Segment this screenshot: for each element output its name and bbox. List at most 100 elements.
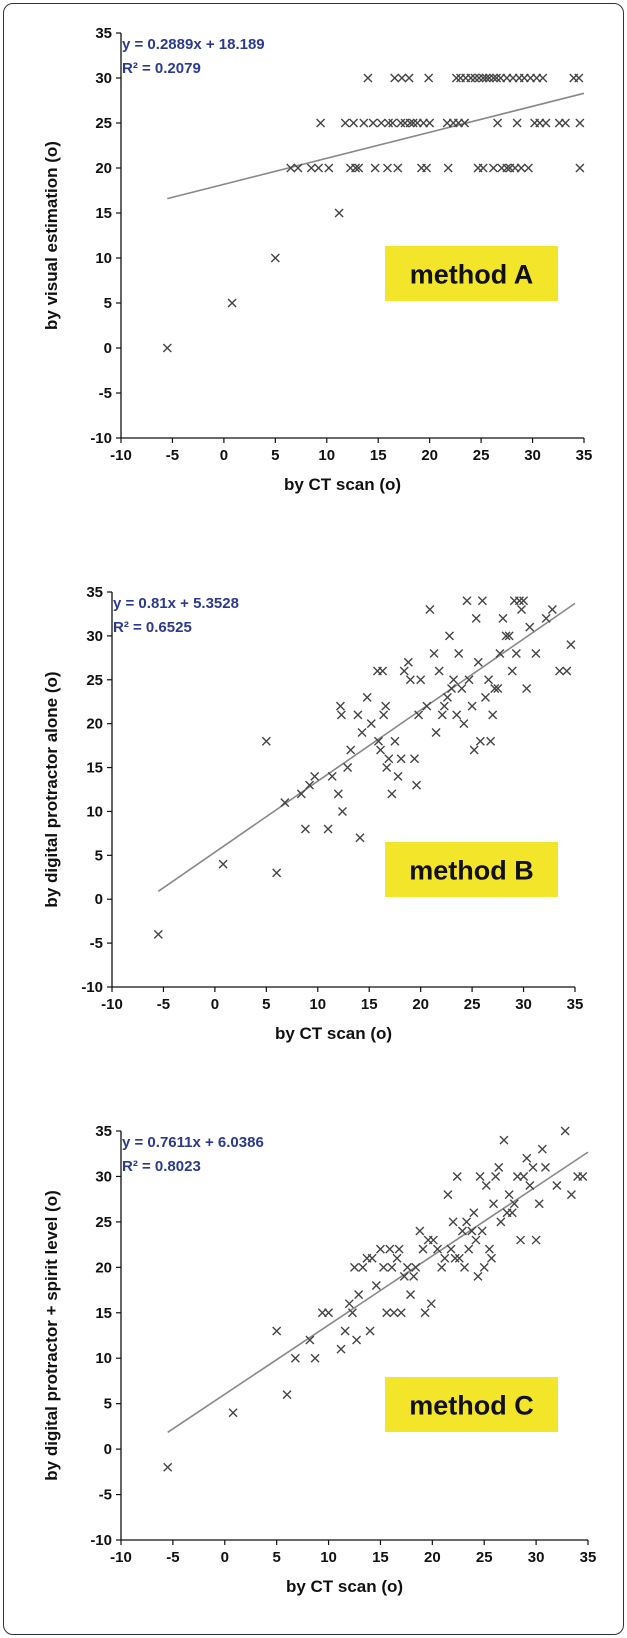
method-badge-label: method C [409,1391,534,1421]
chart-panel-c: -10 -5 0 5 10 15 20 25 30 35 -10 -5 0 5 10 15 20 25 30 35 by… [42,1123,596,1596]
x-tick-label: 10 [309,996,326,1013]
x-tick-label: 10 [320,1549,337,1566]
data-point [517,605,526,615]
data-point [394,1244,404,1254]
x-tick-label: 20 [424,1549,441,1566]
data-point [340,1326,350,1336]
data-point [305,780,315,790]
data-point [457,1226,467,1236]
data-point [393,771,403,781]
y-tick-label: -10 [90,430,112,447]
data-point [340,118,350,128]
data-point [344,1299,354,1309]
x-tick-label: 35 [580,1549,597,1566]
data-point [494,1162,504,1172]
data-point [365,1326,375,1336]
data-point [449,675,459,685]
data-point [424,73,434,83]
data-point [531,648,541,658]
method-badge [385,1377,558,1432]
data-point [439,701,449,711]
data-point [286,163,296,173]
data-point [392,1253,402,1263]
data-point [227,298,237,308]
data-point [349,118,359,128]
data-point [357,727,367,737]
data-point [354,1290,364,1300]
y-tick-label: 5 [104,295,112,312]
data-point [493,118,503,128]
y-axis-label: by digital protractor alone (o) [42,671,61,907]
y-tick-label: -5 [99,385,112,402]
data-point [452,1171,462,1181]
data-point [327,771,337,781]
data-point [384,754,394,764]
data-point [469,1208,479,1218]
y-tick-label: 35 [95,1123,112,1140]
data-point [404,73,414,83]
data-point [470,73,480,83]
data-point [415,1226,425,1236]
data-point [442,692,452,702]
data-point [382,1308,392,1318]
x-tick-label: -10 [101,996,123,1013]
data-point [418,1244,428,1254]
data-point [552,1181,562,1191]
data-point [555,666,565,676]
data-point [428,1235,438,1245]
data-point [474,73,484,83]
data-point [403,657,413,667]
data-point [437,710,447,720]
data-point [504,1190,514,1200]
data-point [399,1271,409,1281]
data-point [488,73,498,83]
x-tick-label: 0 [221,1549,229,1566]
data-point [337,806,347,816]
data-point [516,163,526,173]
x-axis-label: by CT scan (o) [284,475,401,494]
data-point [382,163,392,173]
data-point [305,1335,315,1345]
y-axis-label: by digital protractor + spirit level (o) [42,1190,61,1480]
data-point [547,605,557,615]
data-point [525,622,535,632]
data-point [507,1208,517,1218]
data-point [425,118,435,128]
data-point [346,745,356,755]
data-point [446,1244,456,1254]
data-point [306,163,316,173]
data-point [478,163,488,173]
data-point [537,1144,547,1154]
x-axis-label: by CT scan (o) [286,1577,403,1596]
data-point [409,754,419,764]
data-point [333,789,343,799]
data-point [443,163,453,173]
data-point [359,118,369,128]
x-tick-label: 15 [361,996,378,1013]
data-point [406,1290,416,1300]
data-point [367,1253,377,1263]
data-point [362,692,372,702]
x-tick-label: -10 [110,447,132,464]
x-tick-label: 20 [412,996,429,1013]
y-tick-label: 20 [86,716,103,733]
y-tick-label: 25 [86,672,103,689]
data-point [460,1262,469,1272]
y-tick-label: 35 [86,584,103,601]
data-point [270,253,280,263]
data-point [477,1226,487,1236]
r-squared-label: R² = 0.8023 [122,1158,201,1175]
data-point [378,666,388,676]
data-point [433,1244,443,1254]
trendline [167,1151,589,1433]
x-tick-label: 25 [476,1549,493,1566]
data-point [384,118,394,128]
data-point [454,1253,464,1263]
data-point [444,631,454,641]
x-tick-label: 25 [473,447,490,464]
data-point [525,1181,535,1191]
data-point [434,666,444,676]
x-tick-label: 0 [211,996,219,1013]
x-tick-label: 35 [576,447,593,464]
r-squared-label: R² = 0.6525 [113,619,192,636]
